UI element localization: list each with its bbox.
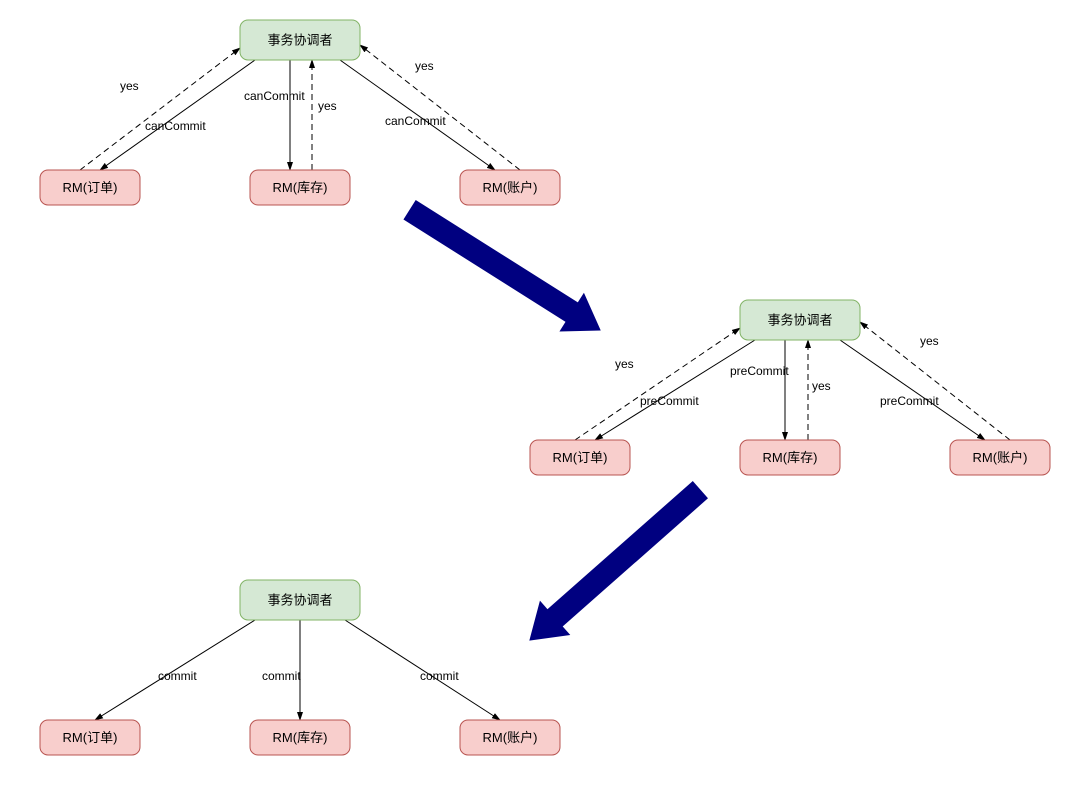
edge: canCommit: [100, 60, 255, 170]
rm-node-label: RM(账户): [973, 450, 1028, 465]
edge: commit: [262, 620, 301, 720]
rm-node: RM(账户): [950, 440, 1050, 475]
coordinator-node-label: 事务协调者: [767, 312, 832, 327]
edge: yes: [80, 48, 240, 170]
edge-label: yes: [920, 334, 939, 348]
edge: yes: [808, 340, 831, 440]
transition-arrow: [530, 482, 707, 640]
edge: commit: [95, 620, 255, 720]
edge-label: preCommit: [880, 394, 939, 408]
edge: canCommit: [340, 60, 495, 170]
rm-node-label: RM(订单): [63, 180, 118, 195]
rm-node-label: RM(订单): [553, 450, 608, 465]
edge-label: commit: [262, 669, 301, 683]
edge: yes: [312, 60, 337, 170]
rm-node-label: RM(账户): [483, 730, 538, 745]
coordinator-node-label: 事务协调者: [267, 592, 332, 607]
edge-label: commit: [420, 669, 459, 683]
edge: preCommit: [595, 340, 755, 440]
rm-node-label: RM(库存): [273, 730, 328, 745]
diagram-canvas: canCommit yes canCommit yes canCommit yes 事务协调…: [0, 0, 1080, 790]
edge: yes: [860, 322, 1010, 440]
edge-label: preCommit: [640, 394, 699, 408]
edge-label: commit: [158, 669, 197, 683]
edge-label: preCommit: [730, 364, 789, 378]
edge-label: canCommit: [385, 114, 446, 128]
rm-node: RM(订单): [40, 170, 140, 205]
transition-arrow: [404, 201, 600, 331]
edge: yes: [360, 45, 520, 170]
rm-node: RM(账户): [460, 170, 560, 205]
edge: yes: [575, 328, 740, 440]
edge-label: canCommit: [244, 89, 305, 103]
edge-label: yes: [812, 379, 831, 393]
edge: canCommit: [244, 60, 305, 170]
rm-node-label: RM(订单): [63, 730, 118, 745]
coordinator-node: 事务协调者: [240, 580, 360, 620]
edge-label: yes: [318, 99, 337, 113]
edge-label: yes: [120, 79, 139, 93]
rm-node-label: RM(账户): [483, 180, 538, 195]
rm-node: RM(库存): [250, 170, 350, 205]
rm-node: RM(库存): [250, 720, 350, 755]
edge: preCommit: [840, 340, 985, 440]
coordinator-node: 事务协调者: [240, 20, 360, 60]
rm-node: RM(库存): [740, 440, 840, 475]
edge-label: yes: [415, 59, 434, 73]
rm-node-label: RM(库存): [763, 450, 818, 465]
rm-node: RM(账户): [460, 720, 560, 755]
rm-node: RM(订单): [530, 440, 630, 475]
edge: preCommit: [730, 340, 789, 440]
coordinator-node: 事务协调者: [740, 300, 860, 340]
edge: commit: [345, 620, 500, 720]
rm-node-label: RM(库存): [273, 180, 328, 195]
coordinator-node-label: 事务协调者: [267, 32, 332, 47]
edge-label: yes: [615, 357, 634, 371]
rm-node: RM(订单): [40, 720, 140, 755]
edge-label: canCommit: [145, 119, 206, 133]
